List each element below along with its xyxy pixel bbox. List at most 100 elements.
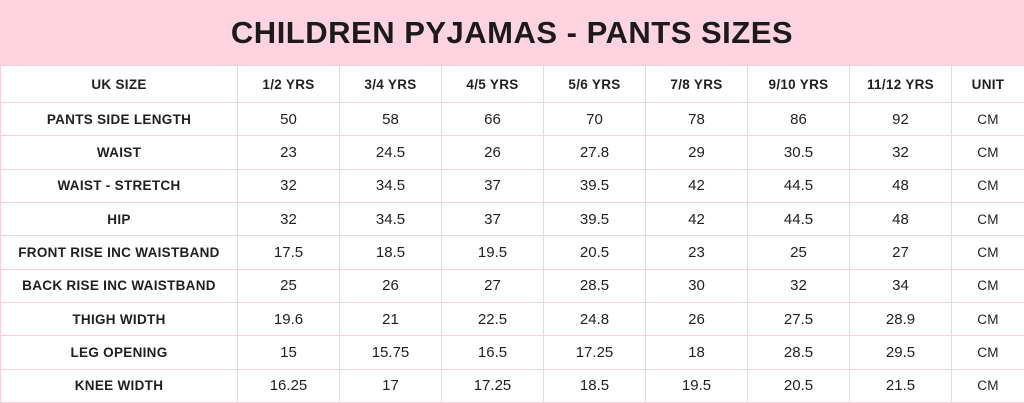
size-cell: 24.5 bbox=[339, 135, 442, 170]
column-header: 4/5 YRS bbox=[441, 65, 544, 103]
size-cell: 30.5 bbox=[747, 135, 850, 170]
size-cell: 24.8 bbox=[543, 301, 646, 337]
row-label: KNEE WIDTH bbox=[0, 368, 238, 403]
row-label: FRONT RISE INC WAISTBAND bbox=[0, 235, 238, 270]
size-cell: 17.25 bbox=[441, 368, 544, 403]
size-cell: 25 bbox=[237, 268, 340, 303]
size-cell: 23 bbox=[645, 235, 748, 270]
size-cell: 34.5 bbox=[339, 201, 442, 237]
size-cell: 39.5 bbox=[543, 168, 646, 203]
size-cell: 32 bbox=[237, 168, 340, 203]
size-cell: 19.5 bbox=[441, 235, 544, 270]
size-cell: 48 bbox=[849, 201, 952, 237]
header-row: UK SIZE 1/2 YRS 3/4 YRS 4/5 YRS 5/6 YRS 7/8 Y… bbox=[0, 65, 1024, 103]
size-cell: 42 bbox=[645, 168, 748, 203]
unit-cell: CM bbox=[951, 268, 1024, 303]
column-header: 9/10 YRS bbox=[747, 65, 850, 103]
size-cell: 37 bbox=[441, 168, 544, 203]
size-cell: 16.5 bbox=[441, 335, 544, 370]
size-cell: 42 bbox=[645, 201, 748, 237]
size-cell: 58 bbox=[339, 101, 442, 137]
size-cell: 17.5 bbox=[237, 235, 340, 270]
table-row: BACK RISE INC WAISTBAND 25 26 27 28.5 30 32 34 C… bbox=[0, 268, 1024, 303]
size-cell: 78 bbox=[645, 101, 748, 137]
size-cell: 21.5 bbox=[849, 368, 952, 403]
size-cell: 39.5 bbox=[543, 201, 646, 237]
size-cell: 70 bbox=[543, 101, 646, 137]
size-cell: 66 bbox=[441, 101, 544, 137]
unit-cell: CM bbox=[951, 335, 1024, 370]
column-header: UK SIZE bbox=[0, 65, 238, 103]
column-header: 11/12 YRS bbox=[849, 65, 952, 103]
size-cell: 26 bbox=[441, 135, 544, 170]
size-cell: 19.6 bbox=[237, 301, 340, 337]
size-cell: 28.9 bbox=[849, 301, 952, 337]
size-cell: 34 bbox=[849, 268, 952, 303]
size-cell: 30 bbox=[645, 268, 748, 303]
unit-cell: CM bbox=[951, 201, 1024, 237]
size-cell: 29.5 bbox=[849, 335, 952, 370]
unit-cell: CM bbox=[951, 101, 1024, 137]
row-label: BACK RISE INC WAISTBAND bbox=[0, 268, 238, 303]
unit-cell: CM bbox=[951, 235, 1024, 270]
size-cell: 28.5 bbox=[747, 335, 850, 370]
size-cell: 32 bbox=[849, 135, 952, 170]
table-header: UK SIZE 1/2 YRS 3/4 YRS 4/5 YRS 5/6 YRS 7/8 Y… bbox=[0, 65, 1024, 103]
page-title: CHILDREN PYJAMAS - PANTS SIZES bbox=[230, 14, 794, 50]
size-cell: 15.75 bbox=[339, 335, 442, 370]
size-cell: 44.5 bbox=[747, 168, 850, 203]
table-row: KNEE WIDTH 16.25 17 17.25 18.5 19.5 20.5 21.5 CM bbox=[0, 368, 1024, 403]
column-header: UNIT bbox=[951, 65, 1024, 103]
size-cell: 26 bbox=[645, 301, 748, 337]
unit-cell: CM bbox=[951, 135, 1024, 170]
row-label: THIGH WIDTH bbox=[0, 301, 238, 337]
table-row: PANTS SIDE LENGTH 50 58 66 70 78 86 92 CM bbox=[0, 101, 1024, 137]
size-cell: 48 bbox=[849, 168, 952, 203]
table-row: FRONT RISE INC WAISTBAND 17.5 18.5 19.5 20.5… bbox=[0, 235, 1024, 270]
table-row: WAIST - STRETCH 32 34.5 37 39.5 42 44.5 48 CM bbox=[0, 168, 1024, 203]
size-cell: 17 bbox=[339, 368, 442, 403]
column-header: 5/6 YRS bbox=[543, 65, 646, 103]
size-cell: 20.5 bbox=[747, 368, 850, 403]
size-cell: 16.25 bbox=[237, 368, 340, 403]
size-cell: 27.5 bbox=[747, 301, 850, 337]
size-cell: 92 bbox=[849, 101, 952, 137]
size-cell: 44.5 bbox=[747, 201, 850, 237]
row-label: PANTS SIDE LENGTH bbox=[0, 101, 238, 137]
size-cell: 21 bbox=[339, 301, 442, 337]
size-cell: 22.5 bbox=[441, 301, 544, 337]
size-cell: 17.25 bbox=[543, 335, 646, 370]
size-cell: 27.8 bbox=[543, 135, 646, 170]
size-cell: 26 bbox=[339, 268, 442, 303]
unit-cell: CM bbox=[951, 368, 1024, 403]
size-cell: 19.5 bbox=[645, 368, 748, 403]
size-cell: 29 bbox=[645, 135, 748, 170]
size-cell: 18.5 bbox=[339, 235, 442, 270]
table-row: THIGH WIDTH 19.6 21 22.5 24.8 26 27.5 28.9 CM bbox=[0, 301, 1024, 337]
size-cell: 27 bbox=[441, 268, 544, 303]
size-cell: 28.5 bbox=[543, 268, 646, 303]
size-cell: 32 bbox=[747, 268, 850, 303]
column-header: 1/2 YRS bbox=[237, 65, 340, 103]
table-row: HIP 32 34.5 37 39.5 42 44.5 48 CM bbox=[0, 201, 1024, 237]
row-label: WAIST bbox=[0, 135, 238, 170]
size-cell: 18 bbox=[645, 335, 748, 370]
row-label: WAIST - STRETCH bbox=[0, 168, 238, 203]
unit-cell: CM bbox=[951, 301, 1024, 337]
table-body: PANTS SIDE LENGTH 50 58 66 70 78 86 92 CM WAIST 23… bbox=[0, 101, 1024, 403]
size-cell: 18.5 bbox=[543, 368, 646, 403]
size-cell: 86 bbox=[747, 101, 850, 137]
title-banner: CHILDREN PYJAMAS - PANTS SIZES bbox=[0, 0, 1024, 65]
size-cell: 15 bbox=[237, 335, 340, 370]
size-cell: 23 bbox=[237, 135, 340, 170]
size-cell: 27 bbox=[849, 235, 952, 270]
column-header: 3/4 YRS bbox=[339, 65, 442, 103]
unit-cell: CM bbox=[951, 168, 1024, 203]
size-chart-table: UK SIZE 1/2 YRS 3/4 YRS 4/5 YRS 5/6 YRS 7/8 Y… bbox=[0, 65, 1024, 403]
size-cell: 50 bbox=[237, 101, 340, 137]
size-cell: 37 bbox=[441, 201, 544, 237]
table-row: LEG OPENING 15 15.75 16.5 17.25 18 28.5 29.5 CM bbox=[0, 335, 1024, 370]
row-label: LEG OPENING bbox=[0, 335, 238, 370]
size-cell: 32 bbox=[237, 201, 340, 237]
size-cell: 34.5 bbox=[339, 168, 442, 203]
